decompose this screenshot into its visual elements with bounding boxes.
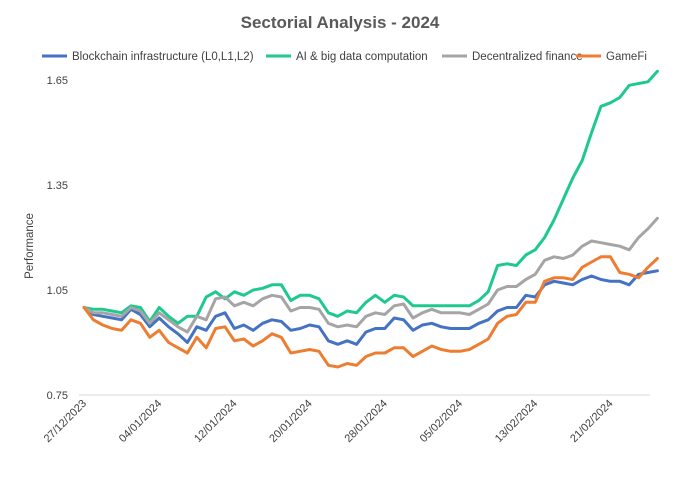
legend-label: AI & big data computation <box>296 51 428 63</box>
chart-title: Sectorial Analysis - 2024 <box>241 13 440 32</box>
x-tick-label: 28/01/2024 <box>343 398 390 445</box>
x-axis-ticks: 27/12/2023 04/01/2024 12/01/2024 20/01/2024… <box>42 398 616 445</box>
y-tick-label: 0.75 <box>47 390 68 402</box>
legend-item: GameFi <box>576 51 647 63</box>
y-axis-ticks: 0.75 1.05 1.35 1.65 <box>47 75 68 402</box>
x-tick-label: 20/01/2024 <box>267 398 314 445</box>
series-lines <box>82 69 659 369</box>
x-tick-label: 04/01/2024 <box>117 398 164 445</box>
legend-label: GameFi <box>606 51 647 63</box>
legend-item: Blockchain infrastructure (L0,L1,L2) <box>42 51 254 63</box>
series-line-4 <box>82 255 659 369</box>
x-tick-label: 13/02/2024 <box>493 398 540 445</box>
x-tick-label: 27/12/2023 <box>42 398 89 445</box>
legend-label: Decentralized finance <box>472 51 583 63</box>
x-tick-label: 12/01/2024 <box>192 398 239 445</box>
legend-item: Decentralized finance <box>442 51 583 63</box>
x-tick-label: 21/02/2024 <box>568 398 615 445</box>
y-tick-label: 1.35 <box>47 180 68 192</box>
y-axis-title: Performance <box>24 213 36 279</box>
series-line-1 <box>82 269 659 346</box>
y-tick-label: 1.05 <box>47 285 68 297</box>
legend-item: AI & big data computation <box>266 51 428 63</box>
x-tick-label: 05/02/2024 <box>418 398 465 445</box>
legend-label: Blockchain infrastructure (L0,L1,L2) <box>72 51 254 63</box>
series-line-2 <box>82 69 659 325</box>
y-tick-label: 1.65 <box>47 75 68 87</box>
legend: Blockchain infrastructure (L0,L1,L2) AI &… <box>42 51 647 63</box>
series-line-3 <box>82 216 659 334</box>
